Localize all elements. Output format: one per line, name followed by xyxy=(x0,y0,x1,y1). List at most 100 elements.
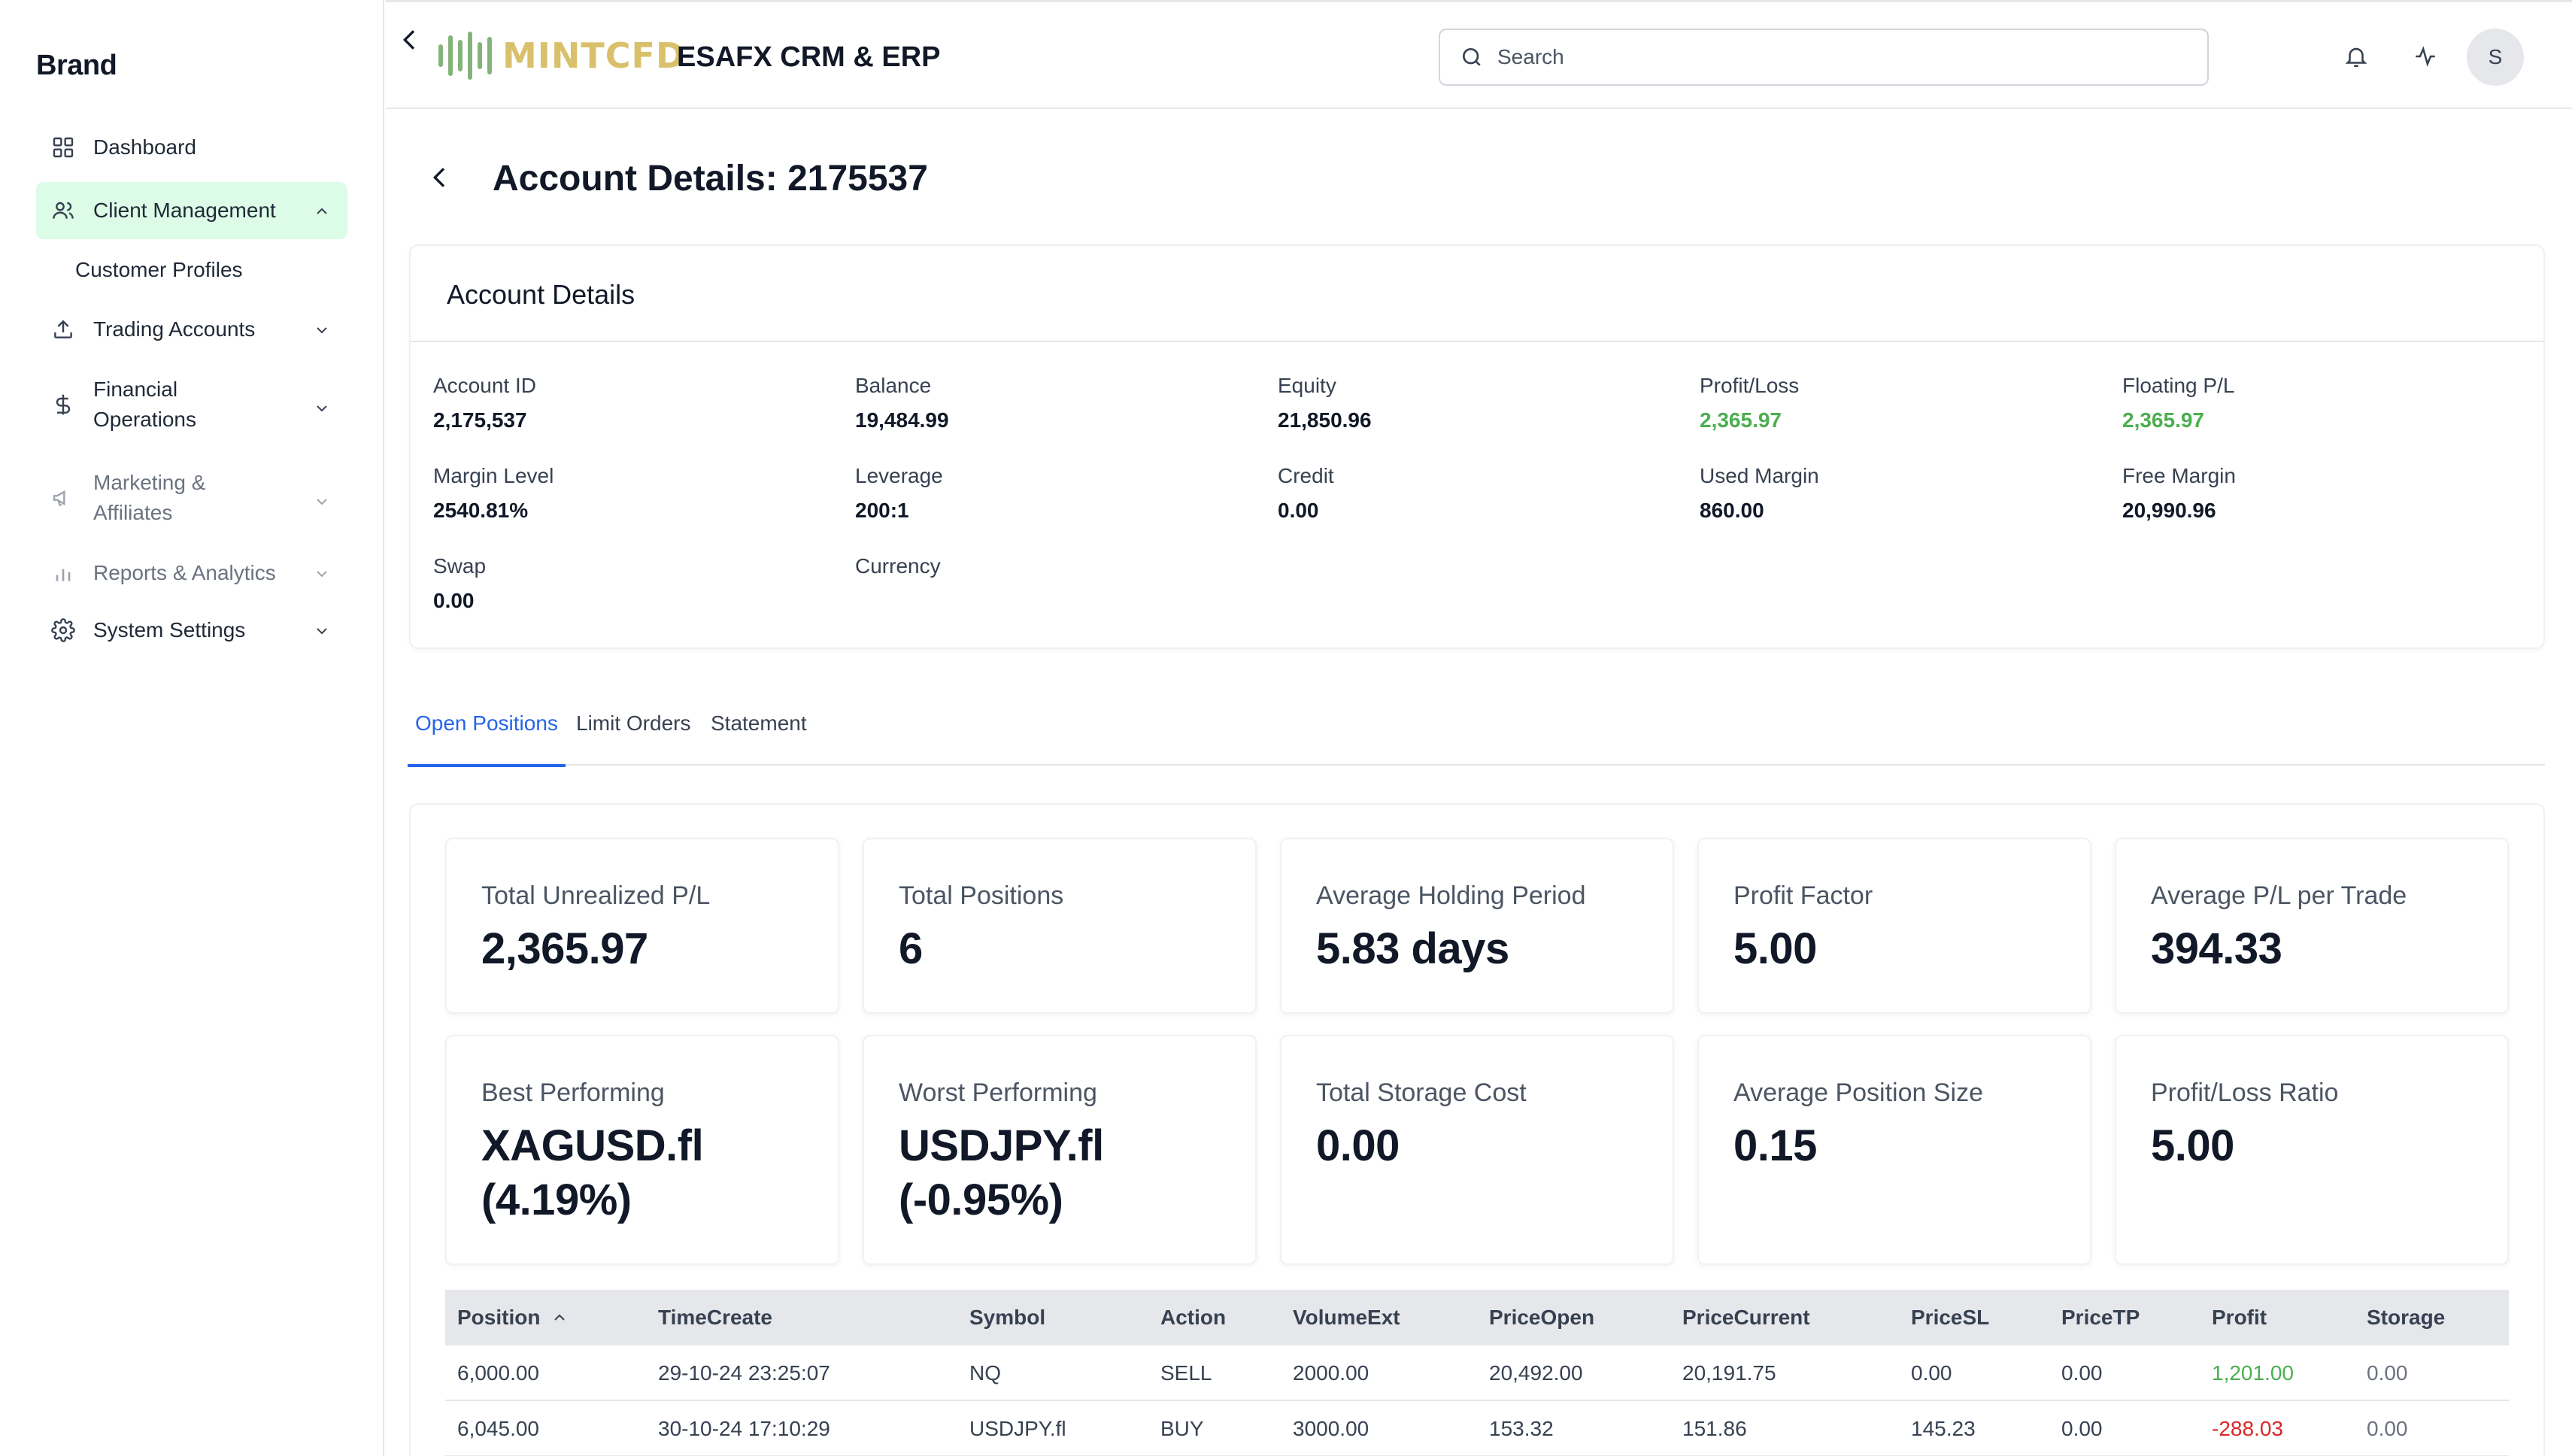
column-header-storage[interactable]: Storage xyxy=(2367,1306,2446,1329)
field-label: Leverage xyxy=(855,464,943,487)
stat-value: 394.33 xyxy=(2151,924,2282,973)
avatar[interactable]: S xyxy=(2467,29,2524,86)
tab-open-positions[interactable]: Open Positions xyxy=(408,710,566,767)
column-header-priceopen[interactable]: PriceOpen xyxy=(1489,1306,1595,1329)
bell-icon xyxy=(2345,47,2367,68)
cell-storage: 0.00 xyxy=(2367,1417,2408,1440)
collapse-sidebar-button[interactable] xyxy=(395,25,425,55)
field-currency: Currency xyxy=(855,554,941,589)
cell-volumeext: 2000.00 xyxy=(1293,1361,1369,1385)
stat-label: Average Holding Period xyxy=(1316,881,1586,910)
stat-card-profit-loss-ratio: Profit/Loss Ratio 5.00 xyxy=(2115,1035,2509,1265)
cell-pricetp: 0.00 xyxy=(2061,1361,2103,1385)
field-value: 2,175,537 xyxy=(433,408,527,432)
column-header-volumeext[interactable]: VolumeExt xyxy=(1293,1306,1400,1329)
stat-card-total-positions: Total Positions 6 xyxy=(863,838,1257,1014)
cell-timecreate: 29-10-24 23:25:07 xyxy=(658,1361,830,1385)
stat-label: Average Position Size xyxy=(1733,1078,1984,1107)
sidebar-item-system-settings[interactable]: System Settings xyxy=(36,602,347,659)
field-label: Account ID xyxy=(433,374,536,397)
sidebar-item-label: Reports & Analytics xyxy=(93,561,276,584)
activity-button[interactable] xyxy=(2413,44,2438,69)
cell-priceopen: 20,492.00 xyxy=(1489,1361,1583,1385)
notification-bell-button[interactable] xyxy=(2343,44,2369,69)
field-used-margin: Used Margin 860.00 xyxy=(1700,464,1819,523)
logo-text: MINTCFD xyxy=(502,35,686,76)
sidebar-item-trading-accounts[interactable]: Trading Accounts xyxy=(36,301,347,358)
field-value: 19,484.99 xyxy=(855,408,949,432)
cell-storage: 0.00 xyxy=(2367,1361,2408,1385)
cell-position: 6,045.00 xyxy=(457,1417,539,1440)
column-header-position[interactable]: Position xyxy=(457,1290,569,1345)
chevron-down-icon xyxy=(313,489,331,507)
sidebar: Brand Dashboard Client Management Custom… xyxy=(0,0,384,1456)
grid-icon xyxy=(51,135,75,159)
field-label: Balance xyxy=(855,374,932,397)
column-header-timecreate[interactable]: TimeCreate xyxy=(658,1306,773,1329)
cell-position: 6,000.00 xyxy=(457,1361,539,1385)
stat-card-profit-factor: Profit Factor 5.00 xyxy=(1697,838,2091,1014)
cell-action: SELL xyxy=(1160,1361,1212,1385)
mintcfd-logo: MINTCFD xyxy=(438,31,685,80)
stat-label: Total Unrealized P/L xyxy=(481,881,711,910)
cell-volumeext: 3000.00 xyxy=(1293,1417,1369,1440)
bar-chart-icon xyxy=(51,561,75,585)
sidebar-item-marketing-affiliates[interactable]: Marketing & Affiliates xyxy=(36,451,347,544)
cell-pricecurrent: 151.86 xyxy=(1682,1417,1747,1440)
top-header: MINTCFD ESAFX CRM & ERP S xyxy=(386,0,2572,109)
column-header-action[interactable]: Action xyxy=(1160,1306,1227,1329)
sidebar-item-label: Marketing & Affiliates xyxy=(93,471,206,524)
column-header-pricesl[interactable]: PriceSL xyxy=(1911,1306,1990,1329)
sidebar-item-customer-profiles[interactable]: Customer Profiles xyxy=(36,239,347,301)
table-row[interactable]: 6,000.00 29-10-24 23:25:07 NQ SELL 2000.… xyxy=(445,1345,2509,1401)
search-icon xyxy=(1463,48,1481,66)
chevron-down-icon xyxy=(313,320,331,338)
stat-value: 0.15 xyxy=(1733,1121,1817,1170)
field-label: Swap xyxy=(433,554,487,578)
sidebar-item-reports-analytics[interactable]: Reports & Analytics xyxy=(36,544,347,602)
field-free-margin: Free Margin 20,990.96 xyxy=(2122,464,2236,523)
sidebar-item-financial-operations[interactable]: Financial Operations xyxy=(36,358,347,451)
stat-card-average-position-size: Average Position Size 0.15 xyxy=(1697,1035,2091,1265)
sidebar-item-client-management[interactable]: Client Management xyxy=(36,182,347,239)
field-leverage: Leverage 200:1 xyxy=(855,464,943,523)
field-value: 860.00 xyxy=(1700,499,1764,522)
column-header-pricetp[interactable]: PriceTP xyxy=(2061,1306,2140,1329)
sidebar-item-label: Trading Accounts xyxy=(93,317,256,341)
cell-pricesl: 0.00 xyxy=(1911,1361,1952,1385)
open-positions-panel: Total Unrealized P/L 2,365.97 Total Posi… xyxy=(409,803,2545,1456)
table-row[interactable]: 6,045.00 30-10-24 17:10:29 USDJPY.fl BUY… xyxy=(445,1401,2509,1456)
sidebar-nav: Dashboard Client Management Customer Pro… xyxy=(36,119,347,659)
stat-value: 5.00 xyxy=(1733,924,1817,973)
field-label: Free Margin xyxy=(2122,464,2236,487)
gear-icon xyxy=(51,618,75,642)
sidebar-item-label: Client Management xyxy=(93,199,276,222)
positions-tabs: Open Positions Limit Orders Statement xyxy=(408,710,2545,767)
column-header-profit[interactable]: Profit xyxy=(2212,1306,2267,1329)
stat-card-average-pl-per-trade: Average P/L per Trade 394.33 xyxy=(2115,838,2509,1014)
cell-priceopen: 153.32 xyxy=(1489,1417,1554,1440)
tab-statement[interactable]: Statement xyxy=(711,711,807,735)
activity-icon xyxy=(2416,46,2435,67)
chevron-left-icon xyxy=(402,30,415,50)
field-swap: Swap 0.00 xyxy=(433,554,486,613)
field-margin-level: Margin Level 2540.81% xyxy=(433,464,554,523)
megaphone-icon xyxy=(51,486,75,510)
column-header-pricecurrent[interactable]: PriceCurrent xyxy=(1682,1306,1810,1329)
column-header-symbol[interactable]: Symbol xyxy=(969,1306,1046,1329)
sidebar-item-dashboard[interactable]: Dashboard xyxy=(36,119,347,176)
stat-label: Profit/Loss Ratio xyxy=(2151,1078,2339,1107)
sidebar-item-label: Dashboard xyxy=(93,135,196,159)
cell-symbol: NQ xyxy=(969,1361,1001,1385)
stat-label: Total Storage Cost xyxy=(1316,1078,1527,1107)
chevron-up-icon xyxy=(313,202,331,220)
back-button[interactable] xyxy=(425,161,455,194)
logo-bars-icon xyxy=(438,31,492,80)
dollar-icon xyxy=(51,393,75,417)
field-account-id: Account ID 2,175,537 xyxy=(433,374,536,432)
search-input[interactable] xyxy=(1497,45,2174,69)
field-value: 21,850.96 xyxy=(1278,408,1372,432)
tab-limit-orders[interactable]: Limit Orders xyxy=(576,711,691,735)
cell-pricetp: 0.00 xyxy=(2061,1417,2103,1440)
cell-pricesl: 145.23 xyxy=(1911,1417,1976,1440)
